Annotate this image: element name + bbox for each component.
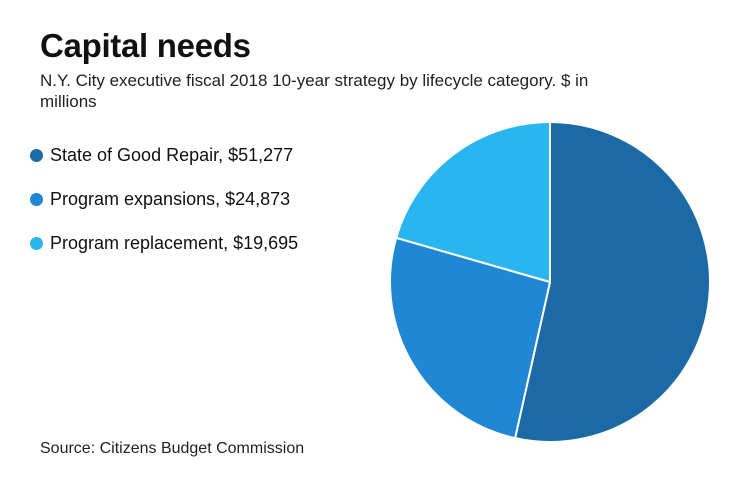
legend-item-program-replacement: Program replacement, $19,695 xyxy=(30,231,298,255)
chart-title: Capital needs xyxy=(40,27,251,64)
pie-slice-program-expansions xyxy=(389,236,552,440)
legend-label: State of Good Repair, $51,277 xyxy=(50,144,294,165)
legend-item-program-expansions: Program expansions, $24,873 xyxy=(30,187,298,211)
legend-swatch xyxy=(30,148,43,162)
legend-item-state-of-good-repair: State of Good Repair, $51,277 xyxy=(30,143,298,167)
legend-swatch xyxy=(30,236,43,250)
legend-swatch xyxy=(30,192,43,206)
legend-label: Program replacement, $19,695 xyxy=(50,232,299,253)
legend: State of Good Repair, $51,277 Program ex… xyxy=(30,143,298,275)
source-note: Source: Citizens Budget Commission xyxy=(40,440,305,457)
legend-label: Program expansions, $24,873 xyxy=(50,188,291,209)
pie-slice-program-replacement xyxy=(394,120,551,284)
pie-slice-state-of-good-repair xyxy=(513,120,711,443)
chart-subtitle: N.Y. City executive fiscal 2018 10-year … xyxy=(40,71,589,111)
